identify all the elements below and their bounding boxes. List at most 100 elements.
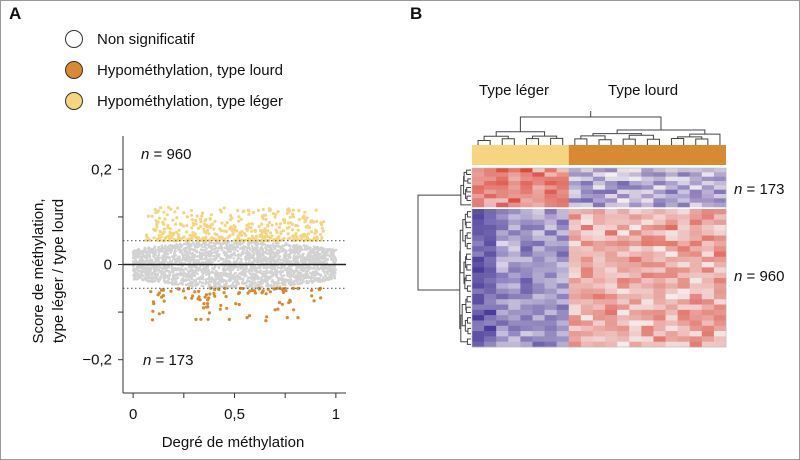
heatmap-cell xyxy=(508,246,521,252)
heatmap-cells xyxy=(472,168,727,348)
point-nonsig xyxy=(233,278,237,281)
point-light xyxy=(250,222,254,226)
point-light xyxy=(269,236,273,240)
heatmap-cell xyxy=(532,181,545,186)
point-nonsig xyxy=(272,264,276,268)
point-nonsig xyxy=(205,247,208,250)
point-light xyxy=(224,229,228,234)
annotation-n-960-value: = 960 xyxy=(149,146,191,163)
heatmap-cell xyxy=(544,267,557,273)
heatmap-cell xyxy=(617,336,630,342)
heatmap-cell xyxy=(677,189,691,195)
heatmap-cell xyxy=(689,172,703,177)
point-nonsig xyxy=(172,268,175,272)
heatmap-cell xyxy=(605,320,618,327)
point-nonsig xyxy=(134,272,138,276)
point-light xyxy=(252,238,256,242)
point-light xyxy=(306,232,310,236)
point-nonsig xyxy=(294,246,297,249)
heatmap-cell xyxy=(677,198,691,203)
heatmap-cell xyxy=(580,176,594,182)
point-light xyxy=(204,218,208,222)
point-nonsig xyxy=(158,276,162,279)
point-light xyxy=(296,228,300,232)
point-nonsig xyxy=(330,270,334,273)
point-nonsig xyxy=(311,248,315,251)
heatmap-cell xyxy=(617,194,630,199)
heatmap-cell xyxy=(665,176,678,182)
heatmap-cell xyxy=(484,278,497,284)
heatmap-cell xyxy=(544,283,557,289)
heatmap-cell xyxy=(580,336,594,342)
heatmap-cell xyxy=(580,246,594,252)
point-nonsig xyxy=(322,265,325,269)
heatmap-cell xyxy=(629,293,642,300)
point-nonsig xyxy=(243,274,247,278)
row-group-label-960-value: = 960 xyxy=(742,268,784,285)
heatmap-cell xyxy=(520,251,533,258)
heatmap-cell xyxy=(544,194,557,199)
heatmap-cell xyxy=(617,176,630,182)
point-nonsig xyxy=(272,242,275,245)
heatmap-cell xyxy=(592,341,606,348)
point-nonsig xyxy=(229,270,232,274)
point-nonsig xyxy=(316,277,319,280)
heatmap-cell xyxy=(592,181,606,186)
x-axis-title: Degré de méthylation xyxy=(162,434,305,451)
heatmap-cell xyxy=(605,194,618,199)
heatmap-cell xyxy=(568,230,582,236)
point-nonsig xyxy=(155,269,159,272)
point-nonsig xyxy=(293,269,297,273)
point-light xyxy=(310,219,314,223)
dendrogram-branch xyxy=(464,235,468,247)
point-nonsig xyxy=(304,270,308,274)
heatmap-cell xyxy=(665,299,678,305)
point-light xyxy=(322,220,326,224)
heatmap-cell xyxy=(580,185,594,190)
point-nonsig xyxy=(138,269,142,273)
point-nonsig xyxy=(144,251,148,254)
heatmap-cell xyxy=(520,283,533,289)
heatmap-cell xyxy=(508,336,521,342)
heatmap-cell xyxy=(653,325,666,332)
point-light xyxy=(150,214,154,218)
point-nonsig xyxy=(137,248,141,251)
point-light xyxy=(223,223,227,227)
heatmap-cell xyxy=(653,172,666,177)
heatmap-cell xyxy=(701,176,715,182)
point-light xyxy=(238,231,242,235)
point-light xyxy=(295,235,299,239)
point-heavy xyxy=(222,291,226,295)
point-light xyxy=(320,226,324,230)
point-nonsig xyxy=(273,284,276,288)
heatmap-cell xyxy=(605,256,618,263)
point-nonsig xyxy=(283,277,286,281)
heatmap-cell xyxy=(580,251,594,258)
point-nonsig xyxy=(148,255,152,259)
heatmap-cell xyxy=(617,246,630,252)
point-light xyxy=(219,229,223,233)
heatmap-cell xyxy=(665,288,678,295)
point-nonsig xyxy=(164,280,167,284)
point-nonsig xyxy=(159,266,163,269)
point-nonsig xyxy=(275,275,278,278)
point-nonsig xyxy=(193,270,196,274)
heatmap-cell xyxy=(713,198,727,203)
heatmap-cell xyxy=(665,224,678,231)
point-nonsig xyxy=(300,258,304,261)
heatmap-cell xyxy=(556,189,570,195)
heatmap-cell xyxy=(653,341,666,348)
point-light xyxy=(213,219,217,223)
heatmap-cell xyxy=(701,256,715,263)
heatmap-cell xyxy=(605,214,618,220)
heatmap-cell xyxy=(556,235,570,242)
point-light xyxy=(286,232,290,236)
point-nonsig xyxy=(132,252,135,256)
point-light xyxy=(225,221,229,225)
point-nonsig xyxy=(294,274,298,278)
heatmap-cell xyxy=(629,315,642,321)
dendrogram-branch xyxy=(465,274,471,282)
point-nonsig xyxy=(152,254,155,258)
heatmap-cell xyxy=(641,267,654,273)
point-nonsig xyxy=(242,247,246,251)
